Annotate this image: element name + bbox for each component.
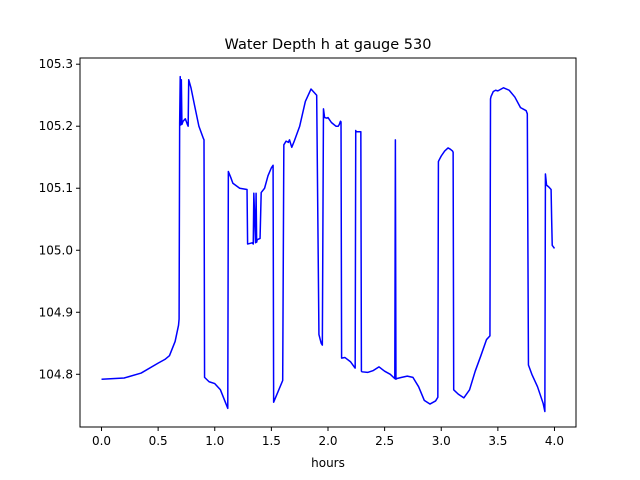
- x-tick-label: 1.5: [262, 434, 281, 448]
- chart-title: Water Depth h at gauge 530: [225, 37, 432, 53]
- y-tick-label: 105.0: [39, 243, 73, 257]
- y-tick-label: 105.1: [39, 181, 73, 195]
- x-tick-label: 2.0: [318, 434, 337, 448]
- plot-area: [101, 75, 556, 413]
- x-axis-label: hours: [311, 456, 345, 470]
- x-tick-label: 0.5: [149, 434, 168, 448]
- x-tick-label: 4.0: [545, 434, 564, 448]
- y-tick-label: 104.9: [39, 305, 73, 319]
- x-tick-label: 3.0: [432, 434, 451, 448]
- y-tick-label: 105.2: [39, 119, 73, 133]
- x-axis: 0.0 0.5 1.0 1.5 2.0 2.5 3.0 3.5 4.0: [92, 427, 564, 448]
- y-tick-label: 105.3: [39, 57, 73, 71]
- y-axis: 104.8 104.9 105.0 105.1 105.2 105.3: [39, 57, 80, 381]
- y-tick-label: 104.8: [39, 367, 73, 381]
- x-tick-label: 2.5: [375, 434, 394, 448]
- x-tick-label: 0.0: [92, 434, 111, 448]
- x-tick-label: 3.5: [488, 434, 507, 448]
- x-tick-label: 1.0: [205, 434, 224, 448]
- series-line-0: [101, 75, 556, 413]
